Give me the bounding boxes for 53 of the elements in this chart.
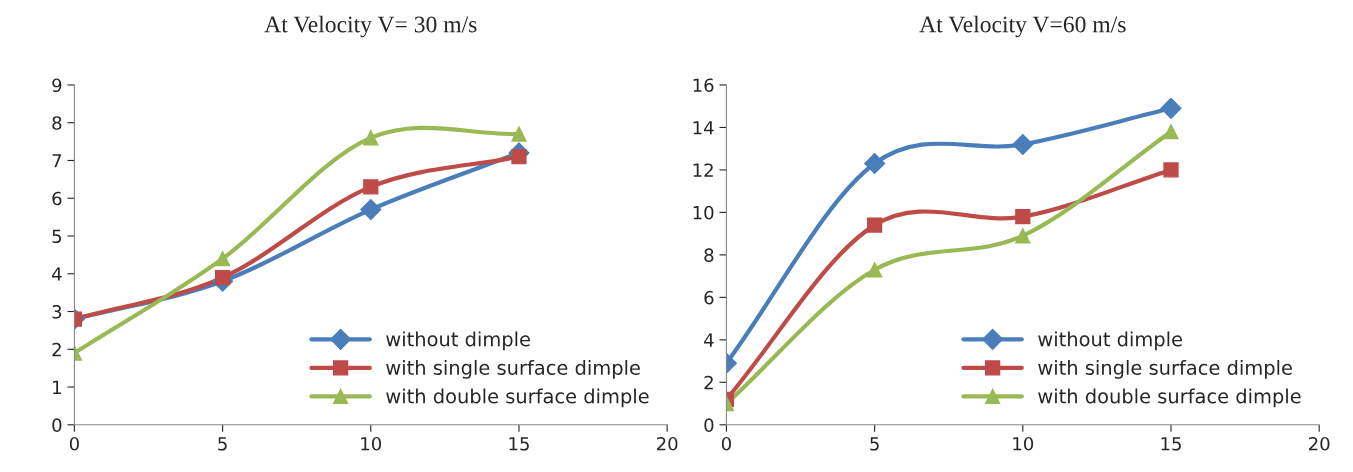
y-tick-label: 7 (52, 154, 62, 168)
x-tick-label: 10 (361, 436, 382, 451)
y-tick-label: 8 (52, 116, 62, 130)
point (1015, 228, 1031, 244)
y-tick-label: 6 (52, 191, 62, 206)
legend-label: with double surface dimple (386, 388, 649, 408)
y-tick-label: 14 (693, 121, 714, 135)
point (363, 179, 379, 195)
point (1012, 133, 1034, 155)
y-tick-label: 9 (52, 78, 62, 93)
legend-label: without dimple (386, 331, 530, 351)
y-tick-label: 5 (52, 229, 62, 244)
x-tick-label: 15 (509, 437, 529, 451)
y-tick-label: 2 (704, 375, 713, 390)
y-tick-label: 16 (693, 78, 714, 93)
y-tick-label: 3 (52, 304, 62, 319)
x-tick-label: 15 (1161, 437, 1181, 451)
point (214, 269, 231, 286)
x-tick-label: 5 (218, 437, 227, 451)
x-tick-label: 20 (656, 436, 678, 451)
y-tick-label: 6 (704, 290, 714, 305)
legend-label: without dimple (1038, 331, 1182, 351)
y-tick-label: 0 (52, 418, 62, 432)
point (1015, 209, 1031, 225)
point (866, 217, 883, 233)
legend-label: with single surface dimple (386, 359, 640, 379)
x-tick-label: 0 (69, 436, 79, 451)
point (1163, 162, 1179, 178)
point (866, 262, 883, 278)
legend-label: with double surface dimple (1038, 388, 1301, 408)
point (363, 130, 379, 146)
x-tick-label: 0 (721, 436, 731, 451)
point (864, 153, 886, 175)
x-tick-label: 5 (870, 437, 879, 451)
point (1160, 97, 1182, 119)
chart-title: At Velocity V= 30 m/s (264, 15, 477, 38)
y-tick-label: 8 (704, 248, 714, 262)
x-tick-label: 10 (1013, 436, 1034, 451)
point (1163, 124, 1179, 140)
point (511, 149, 527, 165)
point (511, 126, 527, 142)
point (360, 199, 382, 221)
y-tick-label: 2 (52, 342, 61, 357)
y-tick-label: 12 (693, 163, 713, 177)
y-tick-label: 4 (52, 267, 62, 281)
x-tick-label: 20 (1309, 436, 1330, 451)
legend-label: with single surface dimple (1038, 359, 1292, 379)
y-tick-label: 1 (53, 380, 61, 394)
chart-title: At Velocity V=60 m/s (919, 15, 1126, 38)
point (214, 251, 231, 267)
y-tick-label: 0 (704, 418, 714, 432)
y-tick-label: 4 (704, 333, 714, 347)
y-tick-label: 10 (693, 205, 714, 220)
